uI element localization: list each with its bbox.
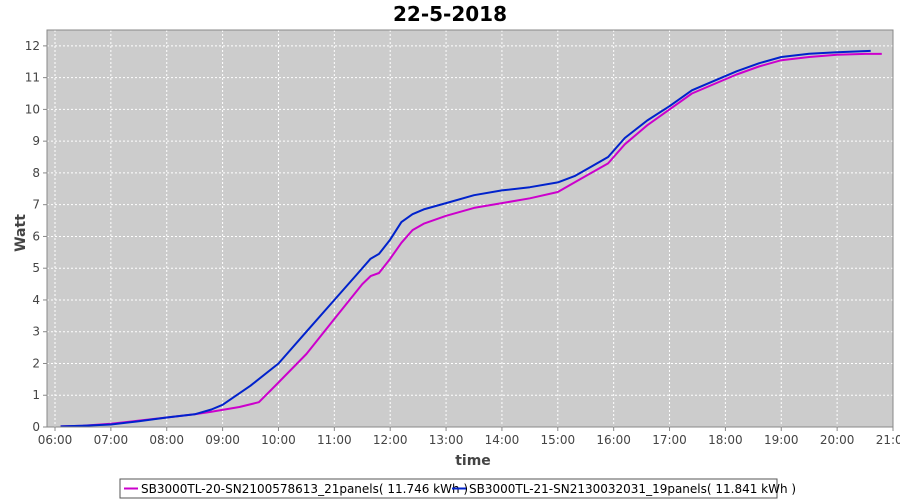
grid-lines [47,30,894,428]
legend-label-2: SB3000TL-21-SN2130032031_19panels( 11.84… [469,482,796,496]
y-tick-label: 12 [25,39,40,53]
y-tick-label: 11 [25,71,40,85]
y-tick-label: 4 [32,293,40,307]
x-tick-label: 09:00 [205,433,240,447]
series-line-1 [60,52,882,428]
y-tick-label: 6 [32,229,40,243]
x-tick-label: 06:00 [38,433,73,447]
x-tick-label: 07:00 [94,433,129,447]
y-tick-label: 10 [25,102,40,116]
x-tick-label: 20:00 [820,433,855,447]
y-tick-label: 7 [32,198,40,212]
legend: SB3000TL-20-SN2100578613_21panels( 11.74… [119,478,796,499]
legend-label-1: SB3000TL-20-SN2100578613_21panels( 11.74… [141,482,468,496]
legend-box [119,478,778,499]
y-tick-label: 1 [32,388,40,402]
y-tick-label: 9 [32,134,40,148]
series-line-2 [60,49,871,428]
y-tick-label: 2 [32,356,40,370]
x-tick-label: 08:00 [149,433,184,447]
y-tick-label: 0 [32,420,40,434]
x-tick-label: 14:00 [485,433,520,447]
x-tick-label: 15:00 [541,433,576,447]
x-tick-label: 19:00 [764,433,799,447]
x-tick-label: 16:00 [596,433,631,447]
y-tick-label: 8 [32,166,40,180]
y-tick-label: 5 [32,261,40,275]
plot-background [47,30,893,427]
chart-title: 22-5-2018 [393,2,507,26]
x-tick-label: 18:00 [708,433,743,447]
y-axis-label: Watt [13,214,29,252]
axes [43,29,894,431]
x-tick-label: 12:00 [373,433,408,447]
x-tick-label: 10:00 [261,433,296,447]
plot-area [47,30,893,427]
x-tick-label: 17:00 [652,433,687,447]
x-tick-label: 13:00 [429,433,464,447]
x-axis-label: time [455,453,491,469]
x-tick-label: 21:00 [876,433,900,447]
plot-border [46,29,894,428]
y-tick-label: 3 [32,325,40,339]
x-tick-label: 11:00 [317,433,352,447]
series-layer [60,49,882,428]
